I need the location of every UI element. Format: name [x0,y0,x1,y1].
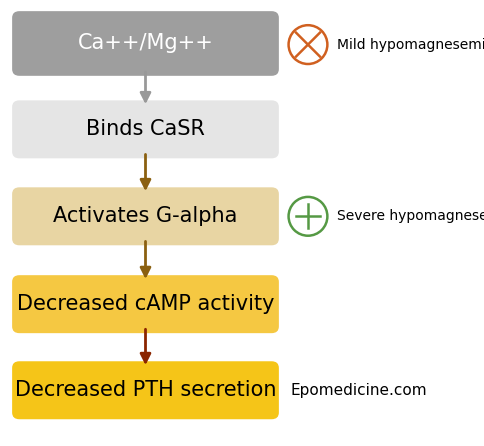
FancyBboxPatch shape [12,361,278,419]
FancyBboxPatch shape [12,187,278,245]
FancyBboxPatch shape [12,100,278,158]
Text: Decreased cAMP activity: Decreased cAMP activity [17,294,273,314]
Text: Decreased PTH secretion: Decreased PTH secretion [15,380,276,400]
Text: Severe hypomagnesemia: Severe hypomagnesemia [336,209,484,223]
Text: Mild hypomagnesemia: Mild hypomagnesemia [336,37,484,52]
FancyBboxPatch shape [12,11,278,76]
FancyBboxPatch shape [12,275,278,333]
Text: Binds CaSR: Binds CaSR [86,120,205,139]
Text: Ca++/Mg++: Ca++/Mg++ [77,33,213,54]
Text: Epomedicine.com: Epomedicine.com [290,383,426,398]
Text: Activates G-alpha: Activates G-alpha [53,206,237,226]
